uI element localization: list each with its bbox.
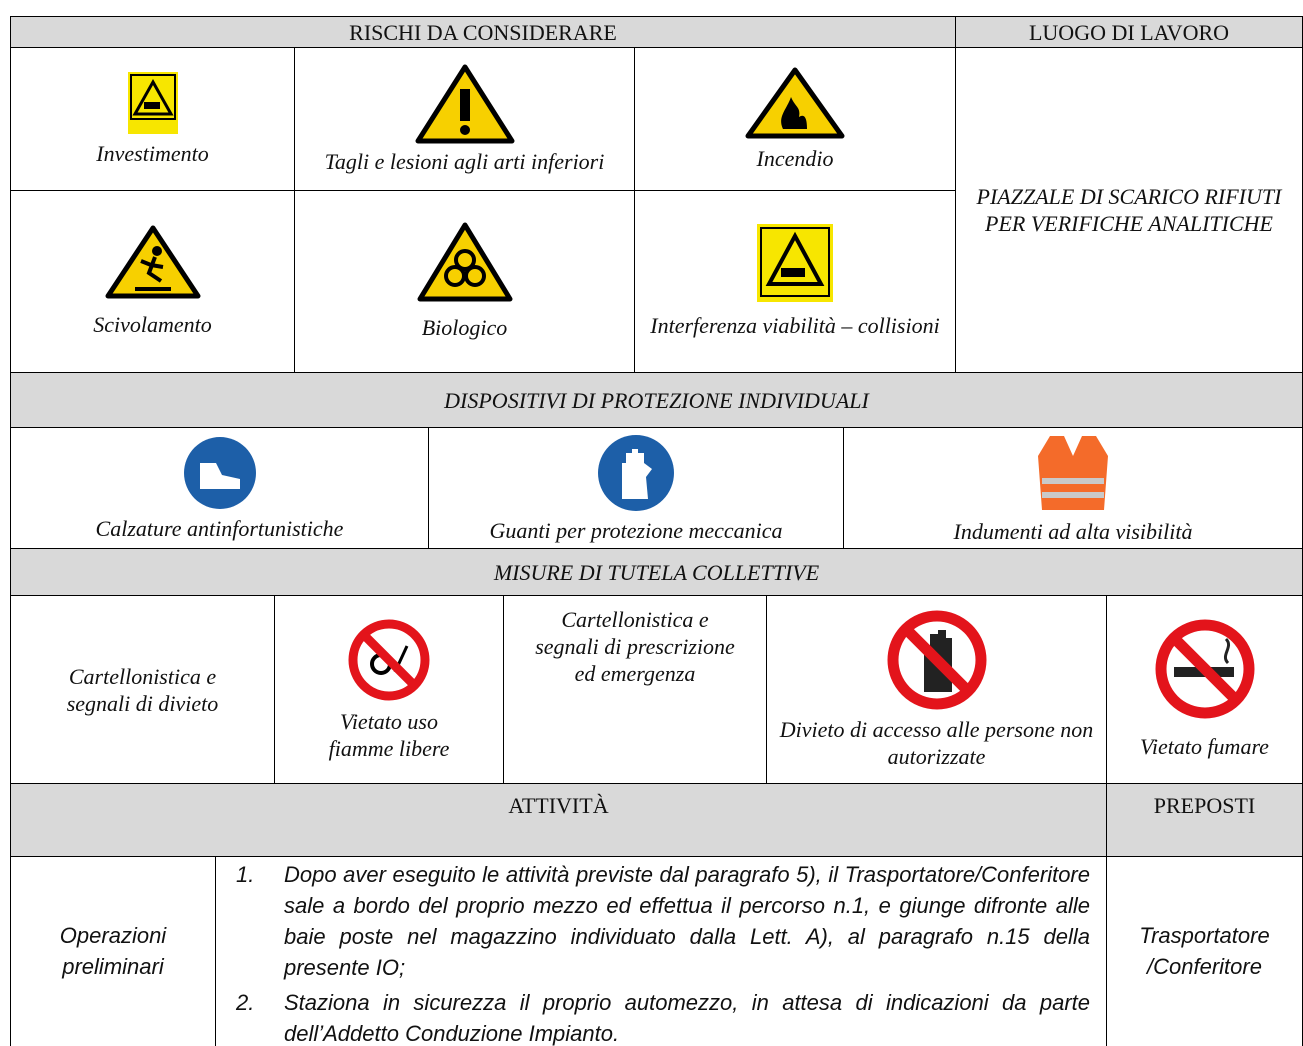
measure-label: Vietato uso fiamme libere bbox=[328, 708, 450, 761]
icon bbox=[417, 222, 512, 302]
icon bbox=[127, 71, 178, 134]
risk-cell: Investimento bbox=[10, 47, 295, 191]
supervisor-label: Trasportatore /Conferitore bbox=[1139, 922, 1270, 979]
header-cell: PREPOSTI bbox=[1106, 783, 1303, 857]
header-cell: ATTIVITÀ bbox=[10, 783, 1107, 857]
ppe-cell: Indumenti ad alta visibilità bbox=[843, 427, 1303, 549]
supervisor-cell: Trasportatore /Conferitore bbox=[1106, 856, 1303, 1046]
measure-cell: Vietato uso fiamme libere bbox=[274, 595, 504, 784]
measure-cell: Divieto di accesso alle persone non auto… bbox=[766, 595, 1107, 784]
header-cell: DISPOSITIVI DI PROTEZIONE INDIVIDUALI bbox=[10, 372, 1303, 428]
risk-label: Incendio bbox=[756, 145, 834, 171]
ppe-label: Guanti per protezione meccanica bbox=[489, 517, 783, 543]
measure-label: Cartellonistica e segnali di divieto bbox=[66, 663, 219, 716]
phase-cell: Operazioni preliminari bbox=[10, 856, 216, 1046]
ppe-header: DISPOSITIVI DI PROTEZIONE INDIVIDUALI bbox=[444, 387, 869, 413]
workplace-label: PIAZZALE DI SCARICO RIFIUTI PER VERIFICH… bbox=[976, 184, 1282, 236]
workplace-cell: PIAZZALE DI SCARICO RIFIUTI PER VERIFICH… bbox=[955, 47, 1303, 373]
risk-label: Biologico bbox=[421, 315, 508, 340]
icon bbox=[105, 225, 200, 299]
activities-header: ATTIVITÀ bbox=[508, 793, 609, 818]
icon bbox=[745, 67, 845, 138]
icon bbox=[1038, 435, 1108, 510]
risks-header: RISCHI DA CONSIDERARE bbox=[349, 19, 617, 45]
step-text: Dopo aver eseguito le attività previste … bbox=[284, 862, 1090, 980]
risk-label: Tagli e lesioni agli arti inferiori bbox=[324, 148, 605, 174]
ppe-cell: Calzature antinfortunistiche bbox=[10, 427, 429, 549]
step: 2. Staziona in sicurezza il proprio autom… bbox=[236, 987, 1090, 1046]
risk-label: Scivolamento bbox=[93, 312, 212, 337]
supervisors-header: PREPOSTI bbox=[1153, 793, 1256, 818]
phase-label: Operazioni preliminari bbox=[59, 922, 167, 979]
risk-label: Investimento bbox=[96, 140, 209, 166]
step-text: Staziona in sicurezza il proprio automez… bbox=[284, 990, 1090, 1046]
workplace-header: LUOGO DI LAVORO bbox=[1028, 19, 1230, 45]
icon bbox=[757, 224, 833, 302]
ppe-label: Indumenti ad alta visibilità bbox=[953, 518, 1193, 544]
icon bbox=[183, 436, 256, 509]
icon bbox=[887, 610, 986, 709]
collective-header: MISURE DI TUTELA COLLETTIVE bbox=[493, 559, 820, 585]
risk-cell: Interferenza viabilità – collisioni bbox=[634, 190, 956, 373]
steps-cell: 1. Dopo aver eseguito le attività previst… bbox=[215, 856, 1107, 1046]
risk-cell: Incendio bbox=[634, 47, 956, 191]
measure-label: Vietato fumare bbox=[1140, 734, 1269, 759]
icon bbox=[348, 619, 430, 700]
icon bbox=[598, 434, 674, 511]
ppe-cell: Guanti per protezione meccanica bbox=[428, 427, 844, 549]
measure-cell: Cartellonistica e segnali di divieto bbox=[10, 595, 275, 784]
measure-cell: Cartellonistica e segnali di prescrizion… bbox=[503, 595, 767, 784]
measure-label: Cartellonistica e segnali di prescrizion… bbox=[535, 607, 735, 686]
measure-label: Divieto di accesso alle persone non auto… bbox=[779, 716, 1094, 769]
header-cell: RISCHI DA CONSIDERARE bbox=[10, 16, 956, 48]
icon bbox=[1155, 619, 1254, 719]
step: 1. Dopo aver eseguito le attività previst… bbox=[236, 859, 1090, 983]
ppe-label: Calzature antinfortunistiche bbox=[95, 515, 344, 541]
measure-cell: Vietato fumare bbox=[1106, 595, 1303, 784]
step-number: 2. bbox=[236, 990, 255, 1015]
risk-cell: Biologico bbox=[294, 190, 635, 373]
risk-cell: Scivolamento bbox=[10, 190, 295, 373]
header-cell: LUOGO DI LAVORO bbox=[955, 16, 1303, 48]
risk-cell: Tagli e lesioni agli arti inferiori bbox=[294, 47, 635, 191]
step-number: 1. bbox=[236, 862, 255, 887]
header-cell: MISURE DI TUTELA COLLETTIVE bbox=[10, 548, 1303, 596]
icon bbox=[415, 64, 514, 143]
risk-label: Interferenza viabilità – collisioni bbox=[650, 313, 940, 338]
